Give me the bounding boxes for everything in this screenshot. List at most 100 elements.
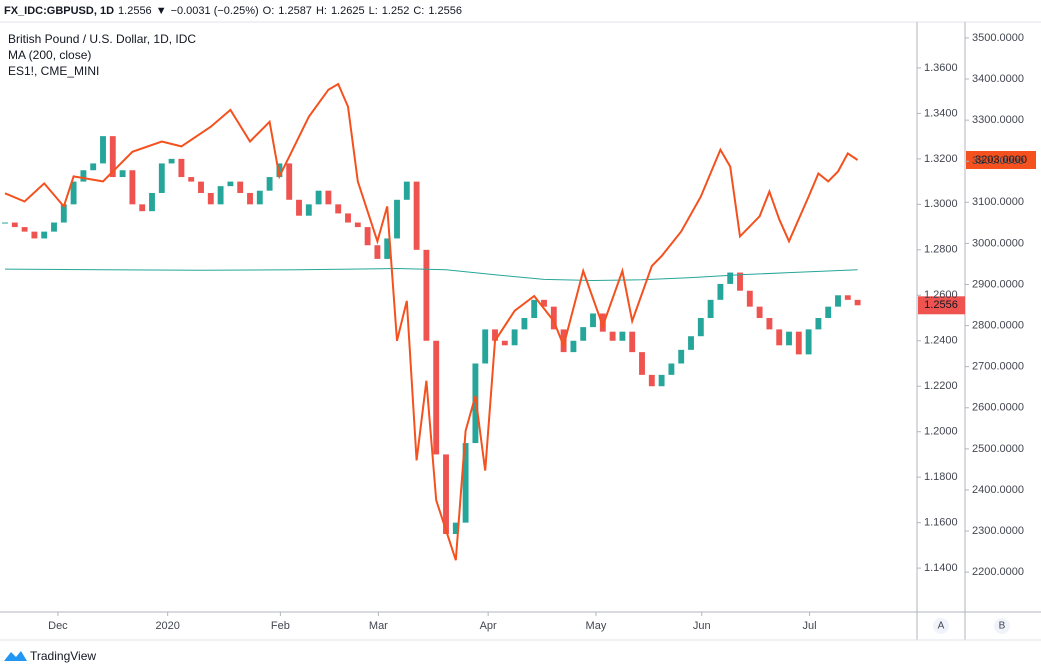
candle bbox=[21, 227, 28, 232]
ohlc-value: 1.252 bbox=[382, 5, 410, 17]
candle bbox=[335, 204, 342, 214]
y2-tick-label: 3100.0000 bbox=[972, 196, 1024, 208]
y-tick-label: 1.1800 bbox=[924, 471, 958, 483]
candle bbox=[80, 170, 87, 182]
candle bbox=[139, 204, 146, 212]
y-tick-label: 1.2800 bbox=[924, 244, 958, 256]
y2-tick-label: 2800.0000 bbox=[972, 319, 1024, 331]
candle bbox=[325, 190, 332, 205]
candle bbox=[462, 443, 469, 523]
candle bbox=[296, 199, 302, 216]
candle bbox=[266, 177, 273, 191]
axis-button-label: B bbox=[999, 621, 1006, 632]
candle bbox=[100, 136, 106, 164]
candle bbox=[423, 249, 430, 341]
candle bbox=[178, 158, 185, 178]
candle bbox=[482, 329, 489, 364]
candle bbox=[60, 204, 67, 223]
candle bbox=[658, 374, 665, 387]
candle bbox=[276, 163, 283, 178]
ohlc-value: 1.2587 bbox=[278, 5, 312, 17]
candle bbox=[364, 227, 371, 246]
y-tick-label: 1.3400 bbox=[924, 107, 958, 119]
candle bbox=[315, 190, 322, 205]
candle bbox=[443, 454, 449, 535]
x-tick-label: Feb bbox=[271, 620, 290, 632]
change-arrow: ▼ bbox=[156, 5, 167, 17]
candle bbox=[668, 363, 675, 375]
price-tag-label: 1.2556 bbox=[924, 299, 958, 311]
candle bbox=[168, 158, 175, 164]
candle bbox=[403, 181, 410, 200]
candle bbox=[433, 340, 440, 455]
y-tick-label: 1.3600 bbox=[924, 62, 958, 74]
y2-tick-label: 3400.0000 bbox=[972, 73, 1024, 85]
candle bbox=[531, 299, 538, 319]
y-tick-label: 1.2400 bbox=[924, 335, 958, 347]
candle bbox=[844, 295, 851, 300]
candle bbox=[70, 181, 77, 205]
candle bbox=[707, 299, 714, 319]
candle bbox=[452, 522, 459, 535]
axis-button[interactable] bbox=[933, 618, 949, 634]
candle bbox=[345, 213, 351, 223]
candle bbox=[697, 318, 704, 337]
footer: TradingView bbox=[30, 649, 96, 663]
y-tick-label: 1.1400 bbox=[924, 562, 958, 574]
symbol: FX_IDC:GBPUSD, 1D bbox=[4, 5, 114, 17]
candle bbox=[835, 295, 841, 307]
x-tick-label: Jul bbox=[803, 620, 817, 632]
price-tag-label: 3203.0000 bbox=[975, 154, 1027, 166]
y2-tick-label: 3500.0000 bbox=[972, 32, 1024, 44]
candle bbox=[11, 222, 18, 228]
candle bbox=[384, 238, 391, 259]
candle bbox=[737, 272, 743, 291]
y-tick-label: 1.2200 bbox=[924, 380, 958, 392]
candle bbox=[501, 340, 508, 346]
last-price: 1.2556 bbox=[118, 5, 152, 17]
price-tag bbox=[918, 296, 965, 315]
candle bbox=[158, 163, 165, 193]
y-tick-label: 1.3200 bbox=[924, 153, 958, 165]
y2-tick-label: 2600.0000 bbox=[972, 402, 1024, 414]
candle bbox=[590, 313, 596, 328]
y2-tick-label: 2500.0000 bbox=[972, 443, 1024, 455]
y2-tick-label: 2300.0000 bbox=[972, 525, 1024, 537]
ohlc-label: L: bbox=[369, 5, 378, 17]
line-series bbox=[4, 267, 858, 282]
candle bbox=[90, 163, 97, 171]
candle bbox=[619, 331, 626, 341]
candle bbox=[648, 374, 655, 387]
x-tick-label: May bbox=[586, 620, 607, 632]
candle bbox=[541, 299, 547, 307]
candle bbox=[825, 306, 832, 319]
candle bbox=[805, 329, 812, 355]
candle bbox=[492, 329, 498, 341]
x-tick-label: Mar bbox=[369, 620, 388, 632]
candle bbox=[227, 181, 234, 187]
candle bbox=[305, 204, 312, 216]
ohlc-value: 1.2556 bbox=[428, 5, 462, 17]
candle bbox=[217, 186, 224, 205]
y2-tick-label: 3200.0000 bbox=[972, 155, 1024, 167]
axis-button-label: A bbox=[938, 621, 945, 632]
axis-button[interactable] bbox=[994, 618, 1010, 634]
x-tick-label: Apr bbox=[480, 620, 497, 632]
candle bbox=[31, 231, 38, 239]
y2-tick-label: 2900.0000 bbox=[972, 278, 1024, 290]
candle bbox=[41, 231, 48, 239]
candle bbox=[599, 313, 606, 332]
candle bbox=[354, 222, 361, 228]
legend-entry: British Pound / U.S. Dollar, 1D, IDC bbox=[8, 32, 196, 46]
candle bbox=[678, 349, 685, 364]
candle bbox=[413, 181, 420, 250]
candle bbox=[256, 190, 263, 205]
candle bbox=[629, 331, 636, 353]
x-tick-label: 2020 bbox=[155, 620, 179, 632]
legend-entry: MA (200, close) bbox=[8, 48, 91, 62]
candle bbox=[374, 245, 381, 259]
ohlc-label: C: bbox=[413, 5, 424, 17]
logo bbox=[4, 651, 27, 661]
candle bbox=[149, 192, 155, 212]
